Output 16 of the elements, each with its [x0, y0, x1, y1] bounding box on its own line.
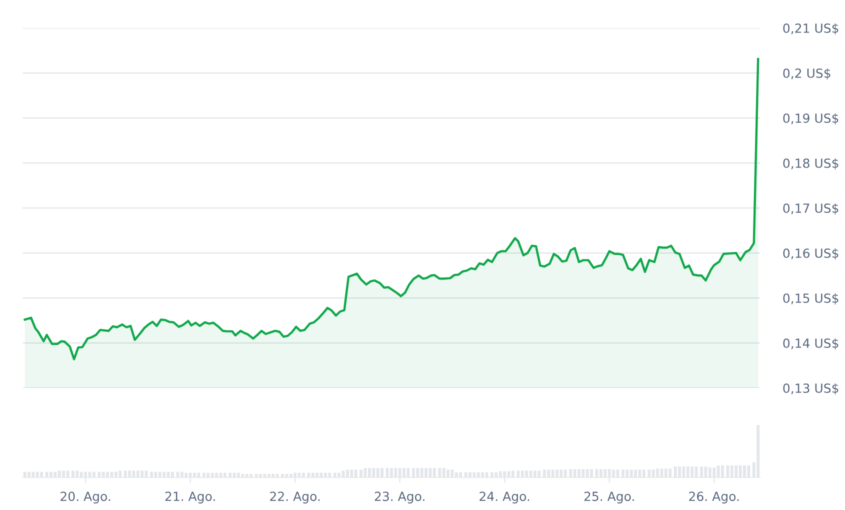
- y-tick-label: 0,15 US$: [783, 293, 838, 305]
- x-tick-label: 24. Ago.: [480, 492, 530, 504]
- x-tick-label: 22. Ago.: [270, 492, 320, 504]
- x-tick-label: 21. Ago.: [165, 492, 215, 504]
- y-tick-label: 0,18 US$: [783, 158, 838, 170]
- y-tick-label: 0,16 US$: [783, 248, 838, 260]
- y-tick-label: 0,13 US$: [783, 383, 838, 395]
- x-tick-label: 20. Ago.: [60, 492, 110, 504]
- y-tick-label: 0,17 US$: [783, 203, 838, 215]
- x-tick-label: 26. Ago.: [689, 492, 739, 504]
- y-tick-label: 0,19 US$: [783, 113, 838, 125]
- y-tick-label: 0,14 US$: [783, 338, 838, 350]
- y-tick-label: 0,2 US$: [783, 68, 830, 80]
- y-tick-label: 0,21 US$: [783, 23, 838, 35]
- x-tick-label: 25. Ago.: [584, 492, 634, 504]
- x-tick-label: 23. Ago.: [374, 492, 424, 504]
